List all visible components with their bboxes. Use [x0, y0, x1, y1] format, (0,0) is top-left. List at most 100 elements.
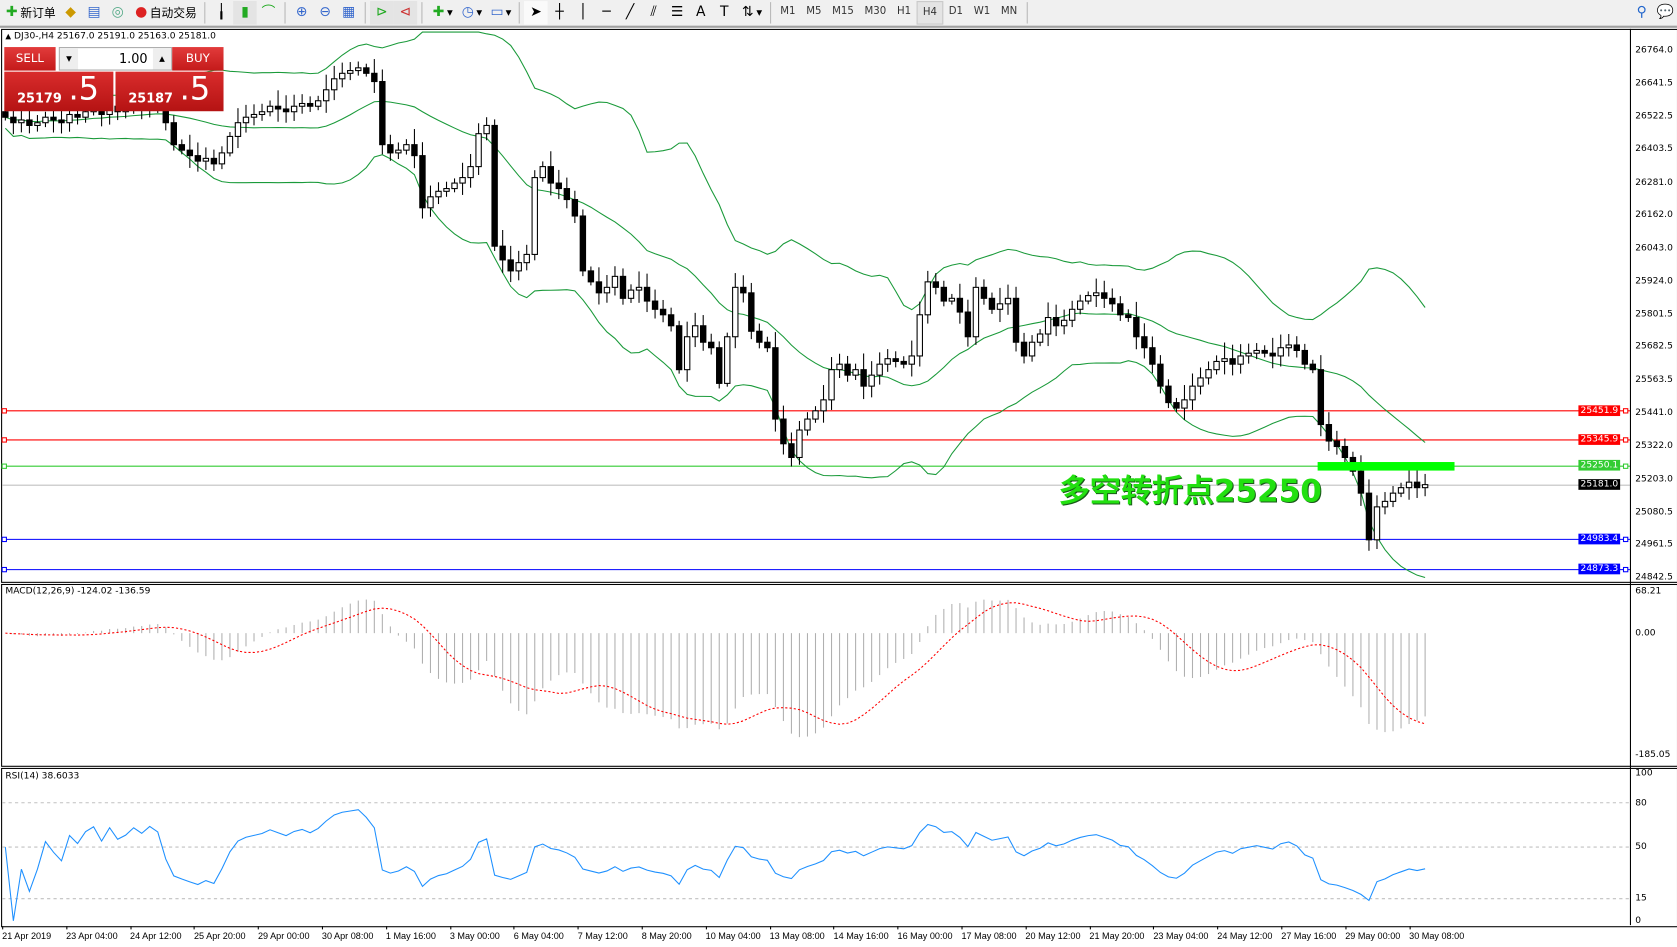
- arrows-button[interactable]: ⇅ ▼: [736, 1, 765, 25]
- separator: [364, 2, 366, 24]
- lot-stepper[interactable]: ▼ 1.00 ▲: [58, 47, 173, 71]
- zoom-in-button[interactable]: ⊕: [290, 1, 314, 25]
- candle-body: [218, 152, 226, 165]
- candle-body: [507, 259, 514, 272]
- candle-body: [1357, 470, 1365, 494]
- bar-chart-icon: ╽: [217, 4, 226, 21]
- candle-body: [34, 122, 41, 126]
- candle-body: [764, 341, 771, 349]
- candle-body: [58, 119, 65, 124]
- period-d1[interactable]: D1: [948, 5, 964, 18]
- candle-body: [379, 81, 386, 146]
- period-w1[interactable]: W1: [973, 5, 991, 18]
- candle-body: [555, 182, 563, 190]
- dropdown-arrow-icon: ▼: [476, 8, 483, 18]
- cursor-icon: ➤: [530, 4, 542, 21]
- candle-body: [467, 166, 474, 179]
- time-axis-label: 27 May 16:00: [1281, 930, 1337, 942]
- search-button[interactable]: ⚲: [1630, 1, 1654, 25]
- zoom-out-button[interactable]: ⊖: [313, 1, 337, 25]
- equidistant-channel-button[interactable]: ⫽: [642, 1, 666, 25]
- candle-body: [419, 155, 426, 209]
- periods-button[interactable]: ◷ ▼: [456, 1, 485, 25]
- price-chart[interactable]: [1, 28, 1677, 583]
- candle-body: [1181, 399, 1188, 409]
- buy-price[interactable]: 25187 .5: [115, 71, 224, 112]
- chart-shift-icon: ⊲: [399, 4, 412, 21]
- candle-body: [748, 292, 755, 332]
- candle-body: [788, 443, 795, 459]
- buy-button[interactable]: BUY: [172, 47, 224, 71]
- sell-price[interactable]: 25179 .5: [4, 71, 114, 112]
- periods-icon: ◷: [461, 4, 474, 21]
- period-m5[interactable]: M5: [806, 5, 822, 18]
- pivot-annotation[interactable]: 多空转折点25250: [1058, 472, 1322, 510]
- dropdown-arrow-icon: ▼: [756, 8, 763, 18]
- time-axis-label: 25 Apr 20:00: [193, 930, 246, 942]
- level-anchor: [1, 463, 7, 469]
- candle-body: [515, 262, 522, 272]
- candle-body: [1205, 369, 1212, 379]
- period-h1[interactable]: H1: [896, 5, 912, 18]
- separator: [769, 2, 771, 24]
- price-axis-label: 26522.5: [1635, 111, 1673, 122]
- new-order-button[interactable]: ✚ 新订单: [0, 1, 59, 25]
- chart-shift-button[interactable]: ⊲: [393, 1, 418, 25]
- vertical-line-button[interactable]: │: [571, 1, 595, 25]
- bollinger-band-line: [4, 127, 1426, 579]
- period-mn[interactable]: MN: [1000, 5, 1018, 18]
- separator: [284, 2, 286, 24]
- one-click-trading-panel: SELL ▼ 1.00 ▲ BUY 25179 .5 25187 .5: [4, 46, 224, 112]
- bar-chart-button[interactable]: ╽: [210, 1, 234, 25]
- candlestick-button[interactable]: ▮: [233, 1, 257, 25]
- fibonacci-button[interactable]: ☰: [665, 1, 689, 25]
- candle-body: [916, 314, 923, 357]
- templates-button[interactable]: ▭ ▼: [485, 1, 514, 25]
- text-label-button[interactable]: T: [712, 1, 736, 25]
- sell-button[interactable]: SELL: [4, 47, 56, 71]
- period-h4[interactable]: H4: [916, 1, 944, 25]
- time-tick: [257, 926, 260, 930]
- pivot-zone-bar[interactable]: [1317, 462, 1455, 471]
- candle-body: [812, 410, 819, 420]
- candle-body: [387, 144, 394, 154]
- chat-button[interactable]: 💬: [1653, 1, 1677, 25]
- crosshair-button[interactable]: ┼: [548, 1, 572, 25]
- navigator-button[interactable]: ▤: [82, 1, 106, 25]
- price-axis-label: 25322.0: [1635, 440, 1673, 452]
- text-button[interactable]: A: [689, 1, 713, 25]
- level-anchor: [1622, 408, 1629, 414]
- signals-button[interactable]: ◎: [106, 1, 130, 25]
- collapse-icon[interactable]: ▲: [5, 32, 12, 41]
- period-m30[interactable]: M30: [864, 5, 887, 18]
- autoscroll-button[interactable]: ⊳: [370, 1, 394, 25]
- time-axis-label: 24 May 12:00: [1217, 930, 1273, 942]
- rsi-label: RSI(14) 38.6033: [5, 771, 80, 782]
- tile-windows-button[interactable]: ▦: [337, 1, 361, 25]
- candle-body: [1213, 360, 1220, 371]
- candle-body: [66, 113, 73, 124]
- line-chart-button[interactable]: ⌒: [257, 1, 281, 25]
- separator: [204, 2, 206, 24]
- rsi-axis-label: 100: [1635, 767, 1653, 779]
- period-m15[interactable]: M15: [832, 5, 854, 18]
- time-tick: [449, 926, 451, 930]
- candle-body: [178, 144, 186, 151]
- indicators-button[interactable]: ✚ ▼: [427, 1, 456, 25]
- text-label-icon: T: [719, 4, 729, 21]
- market-watch-button[interactable]: ◆: [59, 1, 83, 25]
- lot-input[interactable]: 1.00: [119, 51, 148, 67]
- level-anchor: [1622, 463, 1629, 469]
- time-axis-label: 23 May 04:00: [1153, 930, 1209, 942]
- auto-trading-button[interactable]: ● 自动交易: [129, 1, 200, 25]
- level-price-tag: 25250.1: [1578, 460, 1621, 472]
- trendline-button[interactable]: ╱: [618, 1, 642, 25]
- candle-body: [290, 105, 298, 113]
- period-m1[interactable]: M1: [780, 5, 796, 18]
- rsi-axis-label: 50: [1635, 841, 1647, 853]
- horizontal-line-button[interactable]: ─: [595, 1, 619, 25]
- lot-decrease-button[interactable]: ▼: [59, 48, 79, 70]
- lot-increase-button[interactable]: ▲: [152, 48, 172, 70]
- cursor-button[interactable]: ➤: [524, 1, 548, 25]
- candle-body: [924, 281, 931, 316]
